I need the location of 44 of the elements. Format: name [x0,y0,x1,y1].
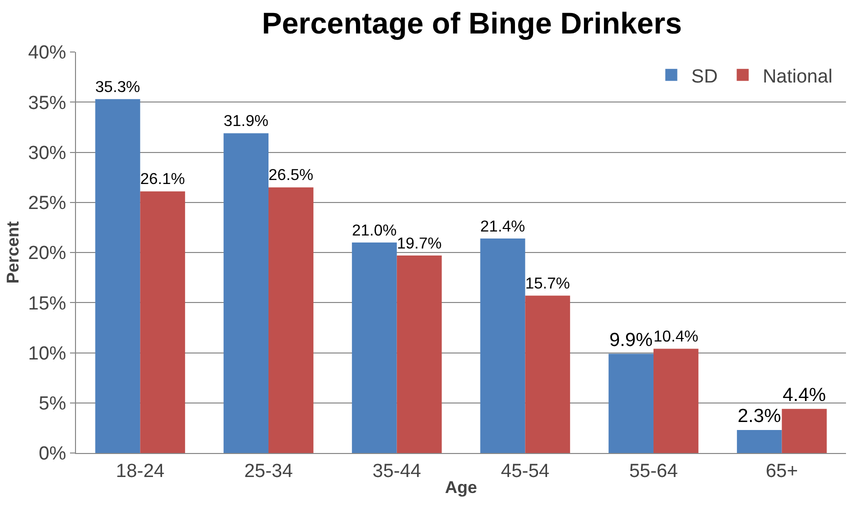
y-tick-label: 35% [28,92,66,114]
data-label: 15.7% [525,275,570,292]
bar [352,242,397,453]
bar [268,187,314,453]
x-tick-label: 55-64 [629,460,678,482]
y-tick-label: 30% [28,142,66,164]
x-tick-label: 18-24 [116,460,165,482]
bar [736,430,782,453]
bar [224,133,268,453]
data-label: 2.3% [738,406,782,427]
y-tick-label: 0% [38,444,66,465]
x-tick-label: 65+ [766,460,798,482]
x-tick-label: 35-44 [372,460,422,482]
data-label: 10.4% [654,328,698,346]
y-tick-label: 10% [28,343,66,364]
data-label: 26.1% [140,171,185,188]
data-label: 31.9% [224,113,268,130]
bar [396,256,442,453]
y-tick-label: 25% [28,193,66,214]
bar [140,191,186,453]
x-tick-label: 25-34 [244,460,294,482]
data-label: 21.4% [480,218,526,236]
x-tick-label: 45-54 [500,460,550,482]
bar [480,238,526,453]
y-axis-title: Percent [4,220,23,284]
y-tick-label: 40% [28,42,66,64]
bar [608,354,654,453]
y-tick-label: 5% [38,394,66,415]
chart-title: Percentage of Binge Drinkers [262,8,682,41]
data-label: 35.3% [95,78,140,96]
y-tick-label: 15% [28,293,66,314]
x-axis-title: Age [444,478,478,498]
bar [525,296,570,453]
legend-label: National [762,66,832,88]
data-label: 26.5% [268,167,314,184]
y-tick-label: 20% [28,243,66,264]
data-label: 4.4% [782,384,826,406]
legend-label: SD [691,66,718,88]
bar [95,99,140,453]
data-label: 19.7% [396,235,442,252]
data-label: 21.0% [352,222,397,240]
bar [654,348,698,453]
bar [782,408,827,453]
data-label: 9.9% [609,330,653,351]
